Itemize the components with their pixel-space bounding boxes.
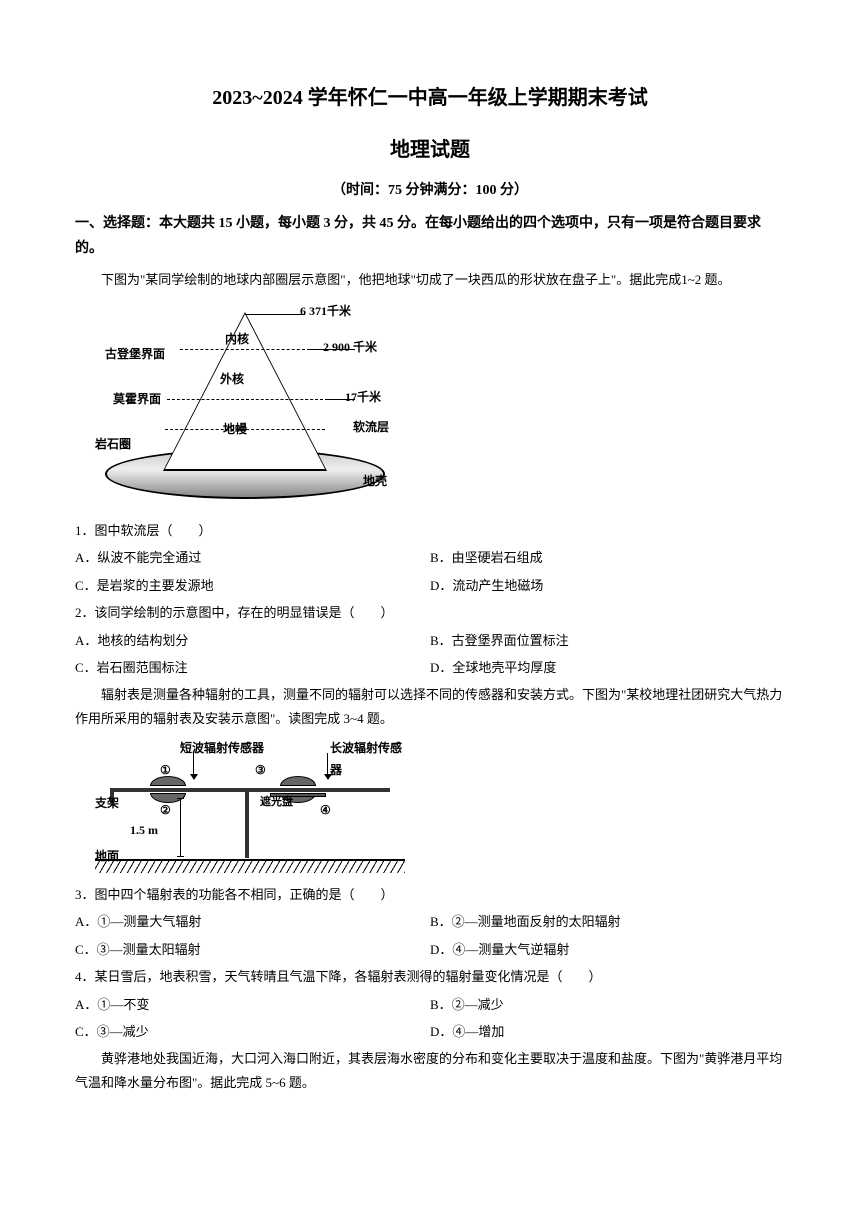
label-long-sensor: 长波辐射传感器	[330, 738, 405, 781]
label-lithosphere: 岩石圈	[95, 434, 131, 456]
q1-option-b: B．由坚硬岩石组成	[430, 546, 785, 569]
label-bracket: 支架	[95, 793, 119, 815]
q3-option-b: B．②—测量地面反射的太阳辐射	[430, 910, 785, 933]
exam-title-sub: 地理试题	[75, 132, 785, 168]
figure-radiation-sensors: ① ② ③ ④ 短波辐射传感器 长波辐射传感器 支架 遮光盘 1.5 m 地面	[95, 738, 785, 873]
label-2900km: 2 900 千米	[323, 337, 377, 359]
q4-stem: 4．某日雪后，地表积雪，天气转晴且气温下降，各辐射表测得的辐射量变化情况是（ ）	[75, 965, 785, 988]
q2-option-a: A．地核的结构划分	[75, 629, 430, 652]
context-q5-6: 黄骅港地处我国近海，大口河入海口附近，其表层海水密度的分布和变化主要取决于温度和…	[75, 1047, 785, 1094]
q1-option-d: D．流动产生地磁场	[430, 574, 785, 597]
label-sensor-1: ①	[160, 760, 171, 782]
q2-option-c: C．岩石圈范围标注	[75, 656, 430, 679]
q1-stem: 1．图中软流层（ ）	[75, 519, 785, 542]
section-1-header: 一、选择题：本大题共 15 小题，每小题 3 分，共 45 分。在每小题给出的四…	[75, 211, 785, 261]
label-sensor-3: ③	[255, 760, 266, 782]
label-inner-core: 内核	[225, 329, 249, 351]
label-17km: 17千米	[345, 387, 381, 409]
label-outer-core: 外核	[220, 369, 244, 391]
q4-option-c: C．③—减少	[75, 1020, 430, 1043]
label-height: 1.5 m	[130, 820, 158, 842]
exam-info: （时间：75 分钟满分：100 分）	[75, 178, 785, 203]
figure-earth-layers: 6 371千米 内核 古登堡界面 2 900 千米 外核 莫霍界面 17千米 软…	[95, 299, 785, 509]
label-shade: 遮光盘	[260, 793, 293, 813]
label-asthenosphere: 软流层	[353, 417, 389, 439]
q4-option-a: A．①—不变	[75, 993, 430, 1016]
context-q3-4: 辐射表是测量各种辐射的工具，测量不同的辐射可以选择不同的传感器和安装方式。下图为…	[75, 683, 785, 730]
label-moho: 莫霍界面	[113, 389, 161, 411]
context-q1-2: 下图为"某同学绘制的地球内部圈层示意图"，他把地球"切成了一块西瓜的形状放在盘子…	[75, 268, 785, 291]
q3-stem: 3．图中四个辐射表的功能各不相同，正确的是（ ）	[75, 883, 785, 906]
q3-option-a: A．①—测量大气辐射	[75, 910, 430, 933]
q3-option-c: C．③—测量太阳辐射	[75, 938, 430, 961]
q1-option-a: A．纵波不能完全通过	[75, 546, 430, 569]
label-gutenberg: 古登堡界面	[105, 344, 165, 366]
q2-option-d: D．全球地壳平均厚度	[430, 656, 785, 679]
q2-option-b: B．古登堡界面位置标注	[430, 629, 785, 652]
exam-title-main: 2023~2024 学年怀仁一中高一年级上学期期末考试	[75, 80, 785, 116]
q2-stem: 2．该同学绘制的示意图中，存在的明显错误是（ ）	[75, 601, 785, 624]
q1-option-c: C．是岩浆的主要发源地	[75, 574, 430, 597]
q3-option-d: D．④—测量大气逆辐射	[430, 938, 785, 961]
q4-option-d: D．④—增加	[430, 1020, 785, 1043]
label-ground: 地面	[95, 846, 119, 868]
label-mantle: 地幔	[223, 419, 247, 441]
label-crust: 地壳	[363, 471, 387, 493]
label-sensor-2: ②	[160, 800, 171, 822]
label-sensor-4: ④	[320, 800, 331, 822]
q4-option-b: B．②—减少	[430, 993, 785, 1016]
